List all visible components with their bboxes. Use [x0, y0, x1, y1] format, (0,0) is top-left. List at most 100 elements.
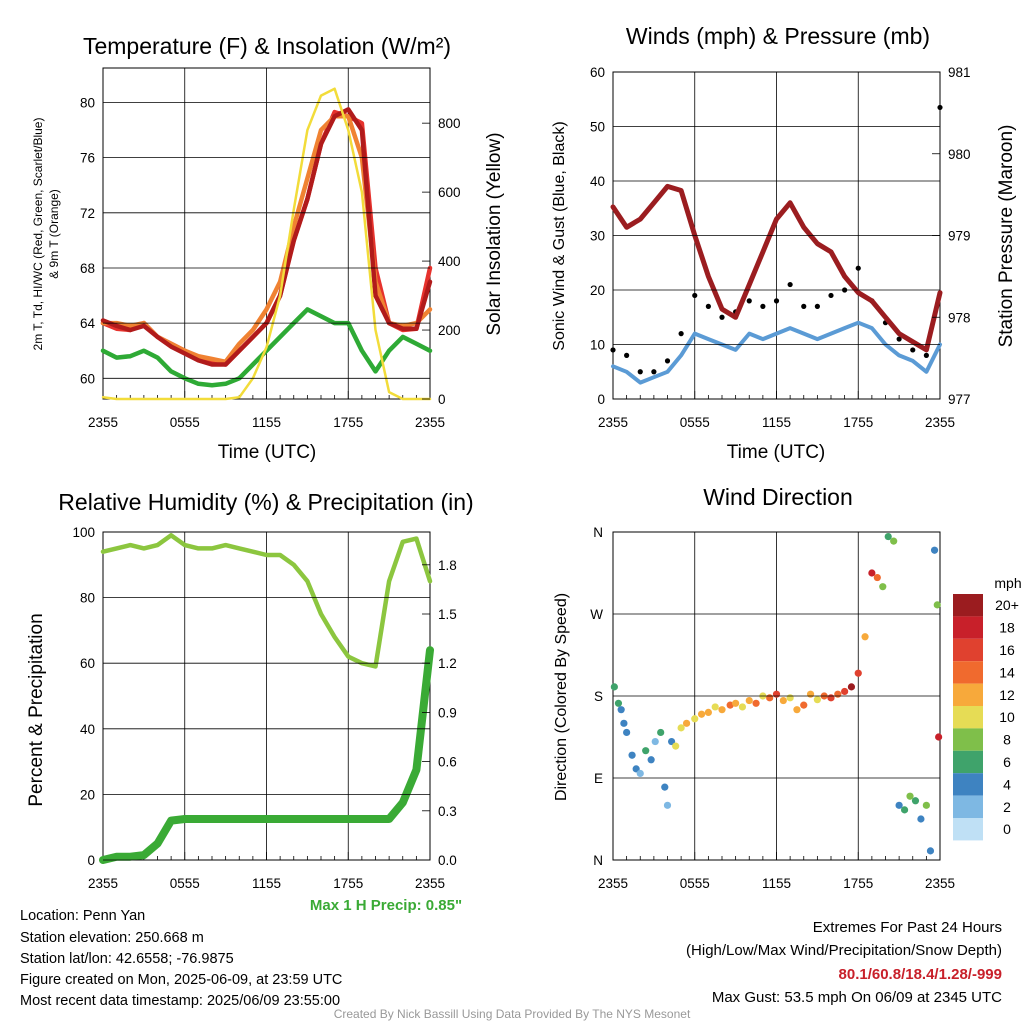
- winds-y-tick-label: 60: [590, 65, 605, 80]
- legend-label: 18: [999, 620, 1015, 636]
- legend-label: 20+: [995, 597, 1019, 613]
- direction-point: [800, 701, 808, 709]
- wind-gust-point: [705, 303, 711, 309]
- legend-label: 4: [1003, 776, 1011, 792]
- humidity-y-tick-label: 80: [80, 591, 95, 606]
- winds-y2-tick-label: 981: [948, 65, 971, 80]
- humidity-x-tick-label: 0555: [170, 876, 200, 891]
- direction-point: [884, 532, 892, 541]
- max-gust-text: Max Gust: 53.5 mph On 06/09 at 2345 UTC: [711, 989, 1002, 1006]
- temperature-y2-tick-label: 400: [438, 254, 461, 269]
- temperature-y-tick-label: 64: [80, 316, 96, 331]
- winds-y2-tick-label: 980: [948, 147, 971, 162]
- legend-swatch: [953, 706, 983, 729]
- humidity-y2-tick-label: 1.5: [438, 607, 457, 622]
- temperature-x-tick-label: 1755: [333, 415, 363, 430]
- max-precip-note: Max 1 H Precip: 0.85": [310, 897, 462, 914]
- winds-y-tick-label: 40: [590, 174, 605, 189]
- direction-x-tick-label: 2355: [598, 876, 628, 891]
- temperature-y-tick-label: 76: [80, 151, 95, 166]
- direction-point: [663, 801, 672, 809]
- latlon-text: Station lat/lon: 42.6558; -76.9875: [20, 951, 234, 967]
- direction-point: [890, 537, 898, 545]
- direction-point: [682, 719, 691, 727]
- direction-point: [642, 747, 650, 755]
- legend-swatch: [953, 818, 983, 841]
- pressure-line: [610, 183, 943, 353]
- direction-point: [868, 569, 876, 577]
- direction-point: [726, 701, 734, 709]
- direction-point: [772, 690, 781, 698]
- credit-text: Created By Nick Bassill Using Data Provi…: [333, 1007, 691, 1021]
- direction-y-tick-label: S: [594, 689, 603, 704]
- legend-swatch: [953, 728, 983, 751]
- elevation-text: Station elevation: 250.668 m: [20, 930, 204, 946]
- direction-point: [661, 783, 669, 791]
- temperature-y-tick-label: 80: [80, 95, 95, 110]
- winds-x-tick-label: 1755: [843, 415, 873, 430]
- temperature-x-tick-label: 2355: [88, 415, 118, 430]
- legend-swatch: [953, 795, 983, 818]
- legend-label: 12: [999, 687, 1015, 703]
- direction-point: [691, 715, 699, 723]
- wind-gust-point: [664, 358, 671, 364]
- direction-point: [620, 719, 628, 727]
- direction-point: [617, 706, 625, 714]
- winds-x-tick-label: 0555: [680, 415, 710, 430]
- direction-point: [752, 699, 760, 707]
- temperature-xlabel: Time (UTC): [218, 442, 317, 463]
- winds-ylabel-right: Station Pressure (Maroon): [996, 125, 1017, 348]
- humidity-y2-tick-label: 0.0: [438, 853, 457, 868]
- temperature-series-line: [101, 87, 432, 401]
- legend-title: mph: [994, 575, 1021, 591]
- direction-point: [879, 583, 887, 591]
- winds-x-tick-label: 2355: [598, 415, 628, 430]
- temperature-y2-tick-label: 600: [438, 185, 461, 200]
- location-text: Location: Penn Yan: [20, 908, 146, 924]
- direction-point: [911, 797, 920, 805]
- direction-point: [738, 703, 747, 711]
- direction-point: [636, 769, 644, 778]
- direction-point: [711, 703, 719, 711]
- wind-gust-point: [910, 347, 916, 353]
- winds-y2-tick-label: 979: [948, 229, 971, 244]
- direction-x-tick-label: 0555: [680, 876, 710, 891]
- direction-point: [813, 696, 821, 704]
- direction-y-tick-label: E: [594, 771, 603, 786]
- legend-label: 0: [1003, 821, 1011, 837]
- legend-swatch: [953, 683, 983, 706]
- temperature-ylabel-left: 2m T, Td, HI/WC (Red, Green, Scarlet/Blu…: [31, 118, 45, 351]
- direction-point: [861, 633, 869, 641]
- temperature-ylabel-right: Solar Insolation (Yellow): [484, 132, 505, 335]
- wind-gust-point: [773, 298, 780, 304]
- direction-point: [926, 847, 935, 855]
- direction-point: [672, 742, 680, 750]
- humidity-y2-tick-label: 1.8: [438, 558, 457, 573]
- temperature-y-tick-label: 68: [80, 261, 95, 276]
- legend-label: 14: [999, 664, 1015, 680]
- direction-point: [614, 699, 623, 707]
- direction-x-tick-label: 1155: [762, 876, 791, 891]
- humidity-y-tick-label: 60: [80, 656, 95, 671]
- temperature-y-tick-label: 72: [80, 206, 95, 221]
- direction-point: [806, 690, 815, 698]
- direction-y-tick-label: N: [593, 525, 603, 540]
- direction-ylabel-left: Direction (Colored By Speed): [553, 593, 570, 801]
- winds-x-tick-label: 2355: [925, 415, 955, 430]
- humidity-x-tick-label: 1755: [333, 876, 363, 891]
- direction-point: [651, 737, 659, 746]
- wind-gust-point: [923, 352, 929, 358]
- direction-point: [766, 694, 774, 702]
- winds-y2-tick-label: 977: [948, 392, 971, 407]
- temperature-y-tick-label: 60: [80, 371, 95, 386]
- legend-label: 2: [1003, 799, 1011, 815]
- winds-y-tick-label: 50: [590, 120, 605, 135]
- temperature-y2-tick-label: 800: [438, 116, 461, 131]
- humidity-line: [100, 533, 433, 669]
- temperature-x-tick-label: 1155: [252, 415, 281, 430]
- legend-swatch: [953, 661, 983, 684]
- direction-point: [917, 815, 925, 823]
- direction-x-tick-label: 2355: [925, 876, 955, 891]
- wind-gust-point: [624, 352, 630, 358]
- winds-y2-tick-label: 978: [948, 310, 971, 325]
